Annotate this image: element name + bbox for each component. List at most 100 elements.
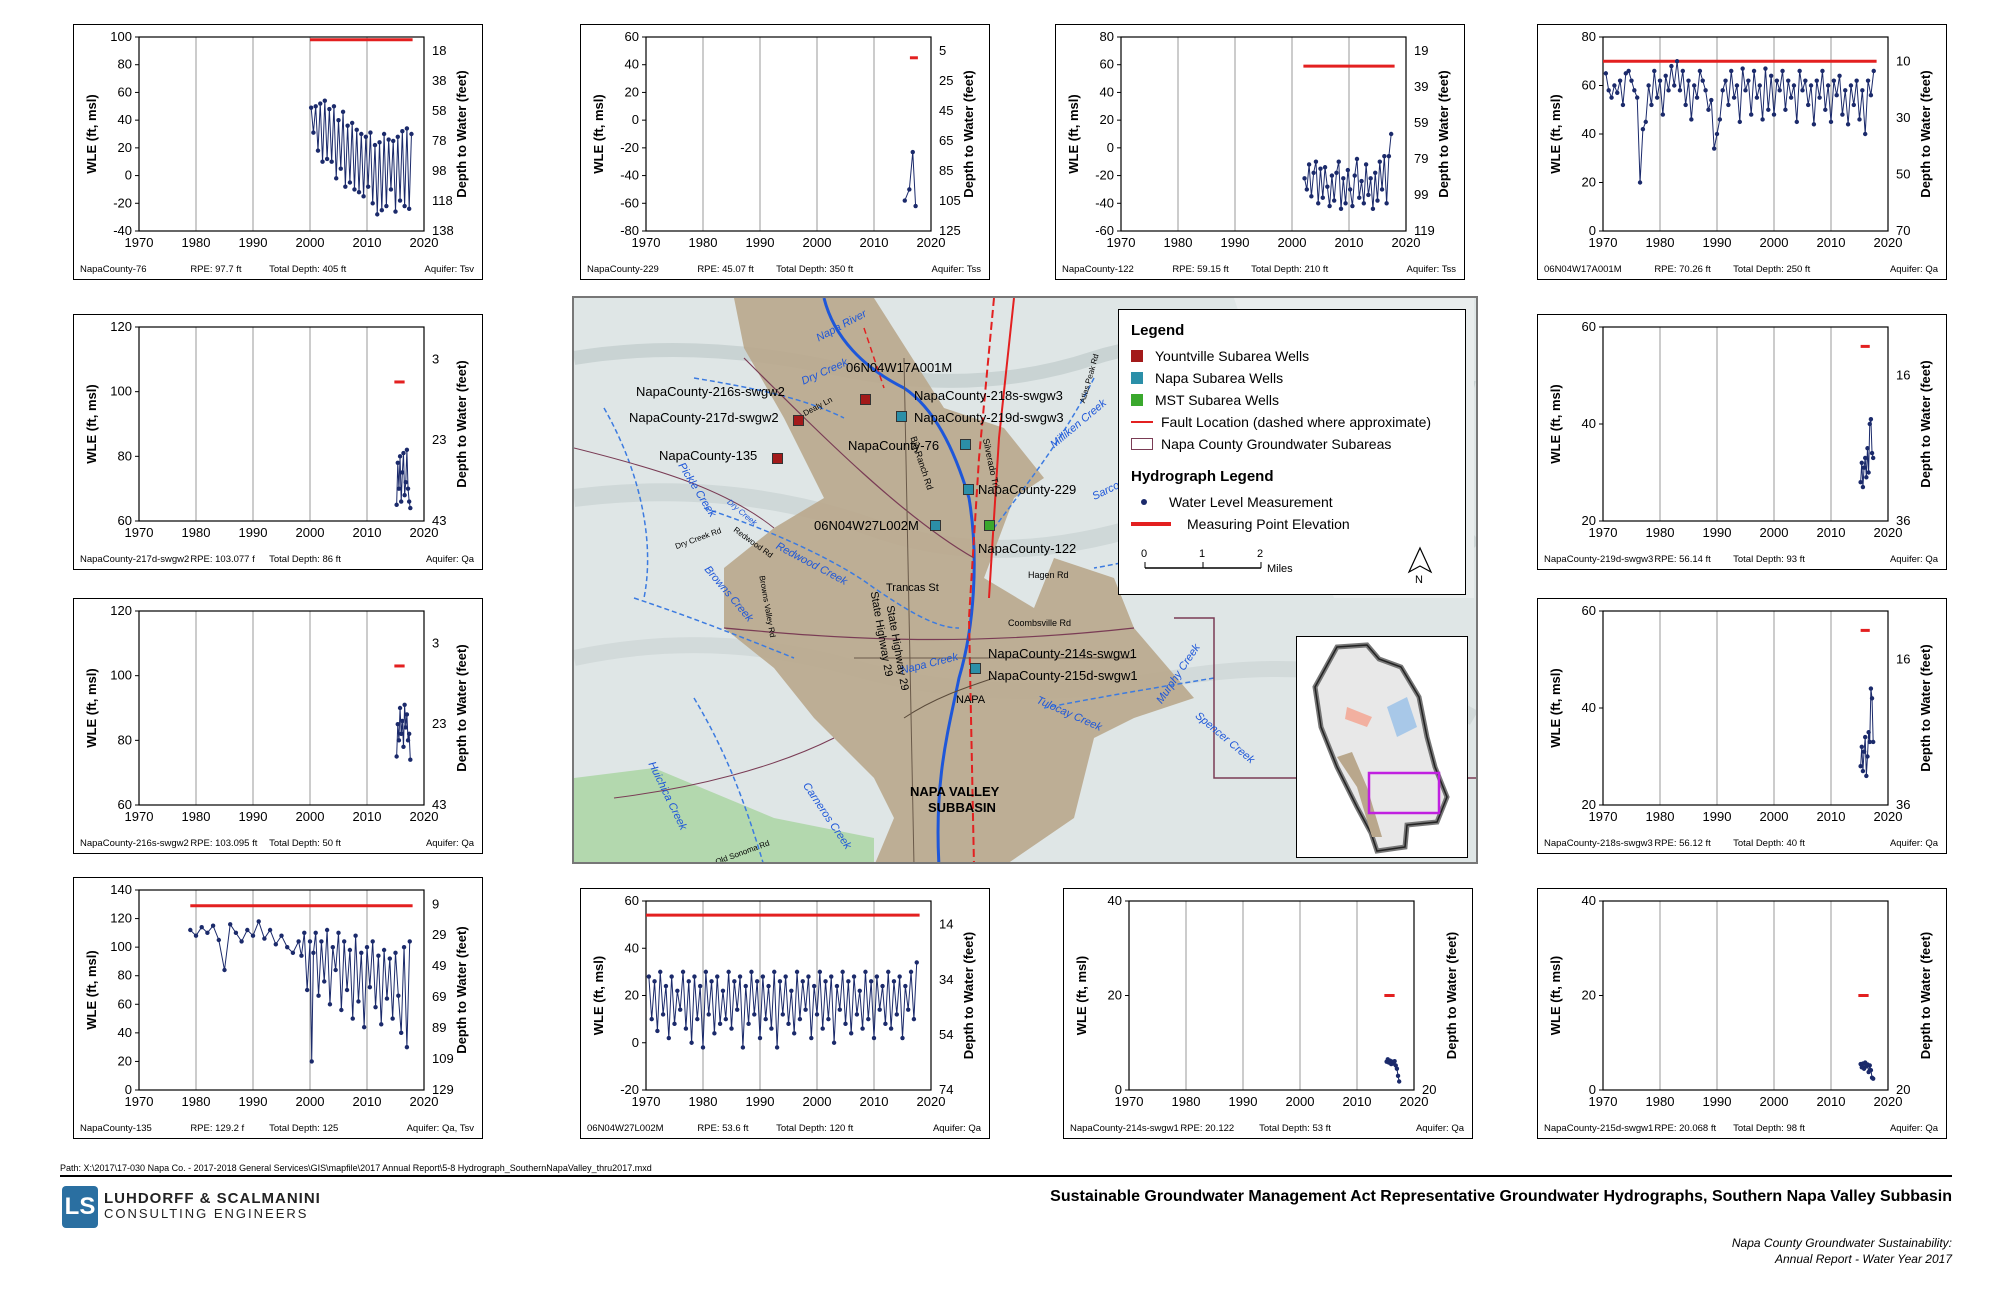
water-level-point bbox=[1857, 117, 1862, 122]
water-level-point bbox=[1777, 88, 1782, 93]
plot-area bbox=[645, 36, 932, 232]
water-level-point bbox=[363, 134, 369, 139]
water-level-point bbox=[1868, 686, 1874, 691]
well-id-label: NapaCounty-229 bbox=[587, 264, 659, 275]
y2-tick-label: 30 bbox=[1896, 110, 1910, 125]
water-level-point bbox=[302, 930, 307, 936]
y-tick-label: -20 bbox=[620, 1082, 639, 1097]
hydrograph-panel-napacounty-217d-swgw2: 1970 1980 1990 2000 2010 2020 60 80 100 120 43 23 3 W… bbox=[73, 314, 483, 570]
y-tick-label: -20 bbox=[620, 140, 639, 155]
y2-tick-label: 38 bbox=[432, 73, 446, 88]
place-label: Hagen Rd bbox=[1028, 570, 1069, 580]
water-level-point bbox=[396, 738, 402, 743]
x-tick-label: 1990 bbox=[1703, 525, 1732, 540]
water-level-point bbox=[754, 979, 760, 984]
water-level-point bbox=[349, 120, 355, 126]
hydrograph-panel-napacounty-218s-swgw3: 1970 1980 1990 2000 2010 2020 20 40 60 36 16 WLE (f… bbox=[1537, 598, 1947, 854]
x-tick-label: 1970 bbox=[125, 235, 154, 250]
y2-axis-title: Depth to Water (feet) bbox=[454, 926, 469, 1053]
water-level-point bbox=[1338, 206, 1344, 212]
water-level-point bbox=[1859, 460, 1864, 465]
plot-area bbox=[1602, 610, 1889, 806]
well-id-label: 06N04W27L002M bbox=[587, 1123, 664, 1134]
y2-tick-label: 36 bbox=[1896, 797, 1910, 812]
water-level-point bbox=[849, 1031, 854, 1036]
y-tick-label: -20 bbox=[1095, 168, 1114, 183]
footer-rule bbox=[60, 1175, 1952, 1177]
y2-tick-label: 20 bbox=[1422, 1082, 1436, 1097]
plot-area bbox=[138, 889, 425, 1091]
rpe-label: RPE: 20.122 bbox=[1180, 1123, 1235, 1134]
water-level-point bbox=[216, 937, 221, 943]
water-level-point bbox=[1817, 95, 1822, 100]
water-level-point bbox=[840, 969, 845, 975]
water-level-point bbox=[1768, 73, 1774, 78]
report-subtitle-2: Annual Report - Water Year 2017 bbox=[1775, 1252, 1952, 1266]
water-level-point bbox=[809, 1035, 814, 1041]
y-tick-label: 40 bbox=[1582, 416, 1596, 431]
water-level-point bbox=[1375, 198, 1380, 203]
x-tick-label: 2020 bbox=[1400, 1094, 1429, 1109]
water-level-point bbox=[1711, 146, 1717, 151]
water-level-point bbox=[1320, 195, 1325, 200]
water-level-point bbox=[352, 187, 357, 192]
water-level-point bbox=[397, 198, 403, 203]
water-level-point bbox=[1717, 117, 1723, 122]
water-level-point bbox=[1680, 68, 1685, 74]
water-level-point bbox=[860, 1026, 865, 1031]
water-level-point bbox=[313, 930, 318, 936]
place-label: Coombsville Rd bbox=[1008, 618, 1072, 628]
water-level-point bbox=[1689, 117, 1694, 122]
water-level-point bbox=[347, 947, 353, 953]
water-level-point bbox=[1672, 83, 1677, 88]
water-level-point bbox=[347, 180, 353, 185]
water-level-point bbox=[1869, 696, 1875, 701]
legend-thick-line-swatch bbox=[1131, 522, 1171, 526]
water-level-point bbox=[400, 718, 405, 724]
water-level-point bbox=[1851, 102, 1856, 108]
y2-tick-label: 36 bbox=[1896, 513, 1910, 528]
water-level-point bbox=[780, 1012, 785, 1017]
y2-tick-label: 16 bbox=[1896, 652, 1910, 667]
x-tick-label: 2000 bbox=[1760, 809, 1789, 824]
water-level-point bbox=[843, 1021, 848, 1027]
aquifer-label: Aquifer: Qa bbox=[1889, 264, 1938, 275]
water-level-point bbox=[675, 988, 680, 993]
water-level-point bbox=[900, 1035, 905, 1041]
water-level-point bbox=[646, 974, 652, 979]
water-level-point bbox=[373, 1004, 378, 1010]
scale-label-0: 0 bbox=[1141, 548, 1148, 560]
y-tick-label: 140 bbox=[110, 882, 132, 897]
water-level-point bbox=[309, 1059, 314, 1064]
water-level-point bbox=[1729, 68, 1734, 74]
water-level-point bbox=[1865, 78, 1871, 83]
water-level-point bbox=[1823, 107, 1828, 112]
water-level-point bbox=[1697, 68, 1703, 74]
y-axis-title: WLE (ft, msl) bbox=[1548, 384, 1563, 463]
water-level-point bbox=[353, 933, 358, 938]
y2-tick-label: 109 bbox=[432, 1051, 454, 1066]
total-depth-label: Total Depth: 120 ft bbox=[776, 1123, 854, 1134]
total-depth-label: Total Depth: 86 ft bbox=[269, 554, 341, 565]
water-level-point bbox=[906, 1007, 911, 1012]
water-level-point bbox=[1361, 201, 1367, 206]
water-level-point bbox=[1363, 162, 1369, 167]
water-level-point bbox=[1868, 1067, 1874, 1073]
water-level-point bbox=[228, 922, 233, 927]
water-level-point bbox=[1341, 176, 1346, 181]
y2-tick-label: 23 bbox=[432, 432, 446, 447]
hydrograph-legend-title: Hydrograph Legend bbox=[1131, 468, 1274, 485]
water-level-point bbox=[1825, 83, 1831, 88]
water-level-point bbox=[735, 1007, 740, 1012]
lsce-logo: LS bbox=[62, 1186, 98, 1228]
x-tick-label: 2000 bbox=[1278, 235, 1307, 250]
scale-unit: Miles bbox=[1267, 563, 1293, 575]
water-level-point bbox=[239, 939, 244, 944]
water-level-point bbox=[1302, 176, 1307, 181]
water-level-point bbox=[1870, 455, 1876, 461]
water-level-point bbox=[1865, 754, 1870, 759]
water-level-point bbox=[854, 1012, 860, 1017]
water-level-point bbox=[1746, 78, 1751, 83]
water-level-point bbox=[1368, 176, 1373, 181]
